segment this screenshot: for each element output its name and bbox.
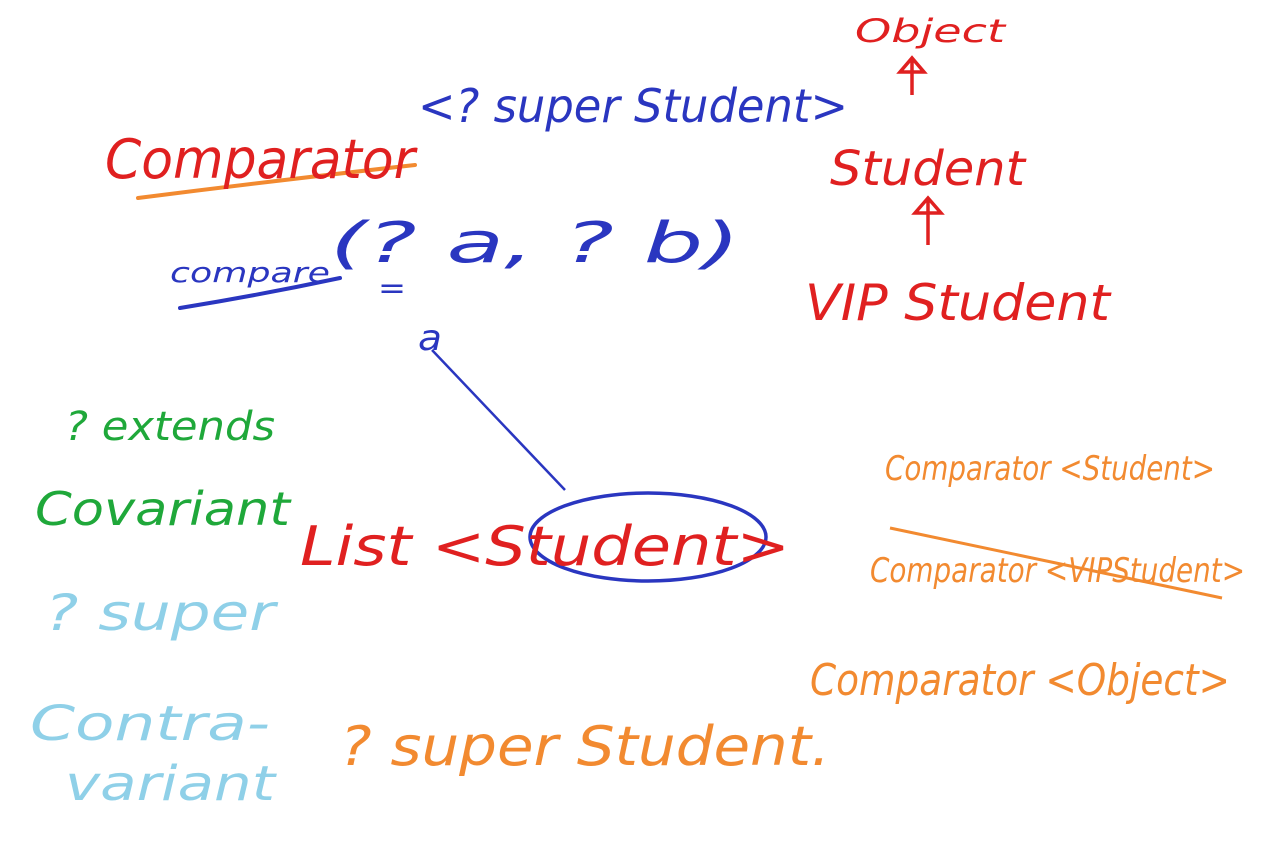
candidate: Comparator <VIPStudent> [870, 551, 1245, 591]
method-params: (? a, ? b) [330, 211, 740, 276]
variance-keyword: ? extends [65, 404, 275, 450]
variance-term: variant [65, 756, 278, 812]
inherit-arrow [911, 195, 945, 245]
list-type: List <Student> [300, 515, 790, 578]
variance-term: Covariant [35, 482, 292, 536]
class-name: Object [855, 12, 1007, 50]
strike-through [889, 526, 1223, 600]
method-name: compare [170, 256, 330, 289]
candidate: Comparator <Student> [885, 449, 1215, 489]
inherit-arrow [896, 55, 928, 95]
notes: Comparator<? super Student>Object Student… [30, 12, 1245, 812]
interface-name: Comparator [105, 128, 418, 191]
wildcard: ? super Student. [340, 715, 830, 778]
type-bound: <? super Student> [418, 79, 848, 133]
class-name: VIP Student [805, 274, 1112, 332]
equals-sign: = [378, 271, 406, 306]
variance-keyword: ? super [45, 584, 279, 642]
variance-term: Contra- [30, 696, 270, 752]
underline [136, 163, 417, 200]
candidate: Comparator <Object> [810, 655, 1230, 706]
result: a [418, 318, 442, 359]
connector [431, 349, 566, 491]
highlight-circle [528, 491, 768, 583]
class-name: Student [830, 141, 1027, 197]
underline [178, 276, 342, 310]
